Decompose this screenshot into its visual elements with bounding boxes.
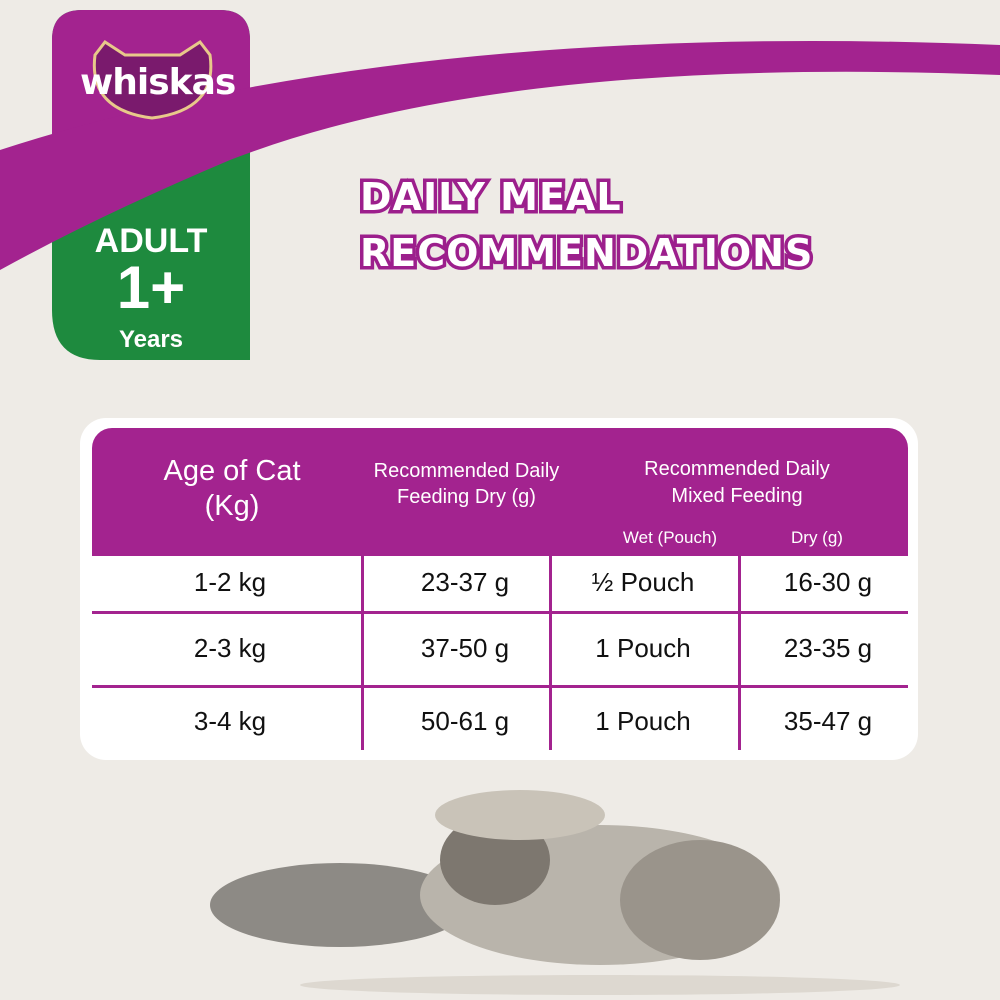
cell-dry: 50-61 g	[420, 706, 510, 736]
title-line-2: RECOMMENDATIONS	[356, 231, 815, 276]
cell-wet: 1 Pouch	[595, 633, 691, 663]
cell-age: 1-2 kg	[193, 567, 267, 597]
row-divider	[92, 685, 908, 688]
header-age: Age of Cat (Kg)	[163, 455, 301, 522]
cell-mixed-dry: 16-30 g	[783, 567, 873, 597]
badge-adult: ADULT	[94, 222, 208, 260]
whiskas-logo	[92, 39, 213, 120]
row-divider	[92, 611, 908, 614]
table-header: Age of Cat (Kg) Recommended Daily Feedin…	[92, 428, 908, 556]
column-divider	[549, 556, 552, 750]
cell-wet: ½ Pouch	[591, 567, 695, 597]
header-mixed: Recommended Daily Mixed Feeding	[644, 458, 830, 507]
cell-dry: 23-37 g	[420, 567, 510, 597]
header-dry: Recommended Daily Feeding Dry (g)	[373, 460, 560, 508]
header-mixed-dry: Dry (g)	[791, 528, 843, 547]
header-wet-pouch: Wet (Pouch)	[622, 528, 718, 547]
badge-age: 1+	[116, 254, 186, 321]
cell-wet: 1 Pouch	[595, 706, 691, 736]
cell-mixed-dry: 35-47 g	[783, 706, 873, 736]
title-line-1: DAILY MEAL	[357, 175, 625, 220]
cell-age: 2-3 kg	[193, 633, 267, 663]
cat-photo	[210, 790, 900, 995]
badge-years: Years	[118, 326, 184, 353]
cell-age: 3-4 kg	[193, 706, 267, 736]
column-divider	[738, 556, 741, 750]
cell-mixed-dry: 23-35 g	[783, 633, 873, 663]
brand-logo-text: whiskas	[80, 62, 236, 103]
cell-dry: 37-50 g	[420, 633, 510, 663]
column-divider	[361, 556, 364, 750]
